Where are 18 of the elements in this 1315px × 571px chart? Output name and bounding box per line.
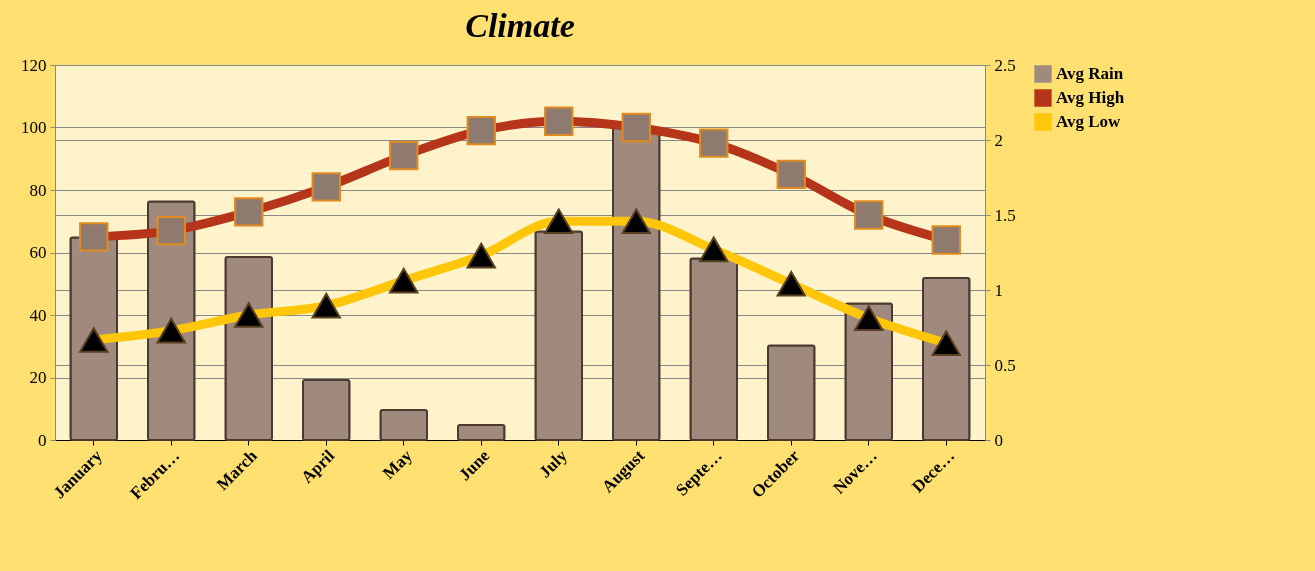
y-tick-label: 60 (29, 243, 47, 262)
legend-label: Avg Low (1056, 112, 1122, 131)
chart-title: Climate (465, 7, 575, 44)
legend-label: Avg Rain (1056, 64, 1124, 83)
y-tick-label: 80 (29, 180, 47, 200)
y2-tick-label: 2 (994, 130, 1003, 150)
y2-tick-label: 0.5 (994, 355, 1016, 375)
y2-tick-label: 0 (994, 430, 1003, 450)
legend-label: Avg High (1056, 88, 1125, 107)
y-tick-label: 0 (38, 430, 47, 450)
y-tick-label: 120 (21, 55, 47, 75)
y-tick-label: 100 (21, 118, 47, 137)
y-tick-label: 40 (29, 305, 47, 325)
y2-tick-label: 1.5 (994, 205, 1016, 225)
y-tick-label: 20 (29, 368, 47, 387)
y2-tick-label: 2.5 (994, 55, 1016, 75)
x-tick-label: July (535, 445, 572, 482)
y2-tick-label: 1 (994, 280, 1003, 300)
